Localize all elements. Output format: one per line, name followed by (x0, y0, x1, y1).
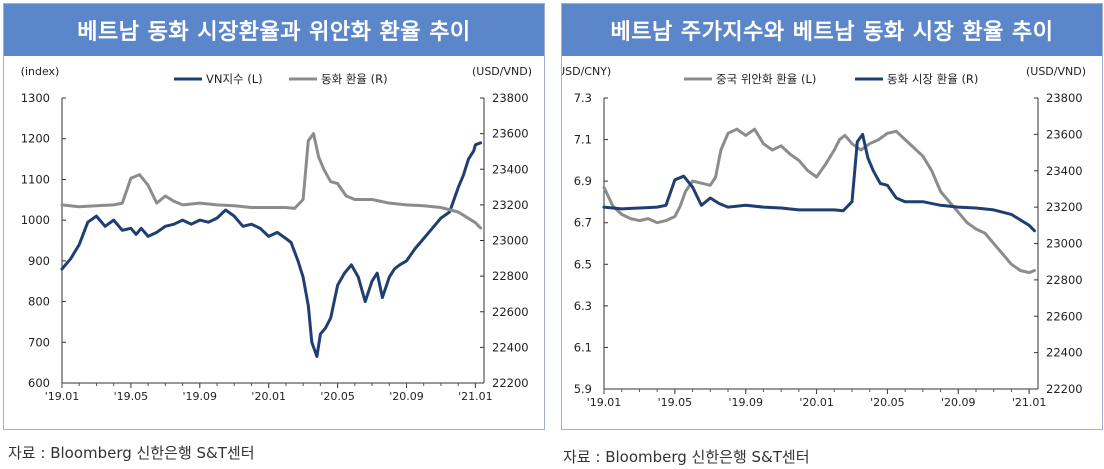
right-tick-label: 23200 (492, 198, 529, 212)
right-tick-label: 23600 (492, 127, 529, 141)
chart-left-svg: (index) (USD/VND) 600 700 800 900 1000 1100 1200… (21, 65, 532, 403)
source-note: 자료 : Bloomberg 신한은행 S&T센터 (563, 448, 810, 466)
right-tick-label: 23400 (1046, 164, 1083, 178)
series-line (60, 141, 483, 358)
left-tick-label: 6.7 (574, 216, 592, 230)
x-tick-label: '20.09 (941, 396, 976, 409)
x-tick-label: '19.01 (587, 396, 622, 409)
right-tick-label: 23200 (1046, 200, 1083, 214)
right-tick-label: 23000 (1046, 237, 1083, 251)
left-tick-label: 1100 (21, 172, 50, 186)
chart-panel-left: 베트남 동화 시장환율과 위안화 환율 추이 (index) (USD/VND) 6… (3, 3, 545, 430)
legend-label: 동화 시장 환율 (R) (887, 72, 978, 86)
chart-right-svg: (USD/CNY) (USD/VND) 5.9 6.1 6.3 6.5 6.7 6.9 7.1 7… (562, 65, 1086, 409)
left-tick-label: 600 (28, 376, 50, 390)
x-tick-label: '21.01 (458, 390, 493, 403)
x-tick-label: '19.09 (728, 396, 763, 409)
x-tick-label: '20.01 (799, 396, 834, 409)
right-axis-label: (USD/VND) (472, 65, 532, 78)
left-axis-label: (USD/CNY) (562, 65, 611, 78)
right-tick-label: 22400 (1046, 346, 1083, 360)
x-tick-label: '21.01 (1012, 396, 1047, 409)
left-tick-label: 6.5 (574, 257, 592, 271)
left-tick-label: 7.1 (574, 133, 592, 147)
x-tick-label: '20.05 (870, 396, 905, 409)
source-note: 자료 : Bloomberg 신한은행 S&T센터 (8, 444, 255, 462)
right-axis-label: (USD/VND) (1026, 65, 1086, 78)
left-tick-label: 6.1 (574, 340, 592, 354)
right-tick-label: 23400 (492, 162, 529, 176)
right-tick-label: 22200 (1046, 382, 1083, 396)
legend-label: 동화 환율 (R) (321, 72, 388, 86)
series-line (602, 127, 1036, 275)
right-tick-label: 22800 (492, 269, 529, 283)
left-tick-label: 6.9 (574, 174, 592, 188)
x-tick-label: '19.01 (45, 390, 80, 403)
chart-panel-right: 베트남 주가지수와 베트남 동화 시장 환율 추이 (USD/CNY)(USD/… (561, 3, 1103, 430)
right-tick-label: 22800 (1046, 273, 1083, 287)
right-tick-label: 22200 (492, 376, 529, 390)
x-tick-label: '19.09 (183, 390, 218, 403)
right-tick-label: 23600 (1046, 127, 1083, 141)
left-tick-label: 900 (28, 254, 50, 268)
series-line (60, 132, 483, 230)
left-tick-label: 800 (28, 295, 50, 309)
left-tick-label: 1200 (21, 132, 50, 146)
chart-title: 베트남 주가지수와 베트남 동화 시장 환율 추이 (562, 4, 1102, 56)
right-tick-label: 23800 (492, 91, 529, 105)
right-tick-label: 23800 (1046, 91, 1083, 105)
legend-label: 중국 위안화 환율 (L) (716, 72, 816, 86)
series-line (602, 132, 1036, 233)
right-tick-label: 22400 (492, 340, 529, 354)
left-tick-label: 1300 (21, 91, 50, 105)
chart-title: 베트남 동화 시장환율과 위안화 환율 추이 (4, 4, 544, 56)
left-tick-label: 1000 (21, 213, 50, 227)
x-tick-label: '20.09 (389, 390, 424, 403)
x-tick-label: '20.01 (251, 390, 286, 403)
right-tick-label: 23000 (492, 234, 529, 248)
left-axis-label: (index) (21, 65, 60, 78)
right-tick-label: 22600 (1046, 309, 1083, 323)
left-tick-label: 6.3 (574, 299, 592, 313)
legend-label: VN지수 (L) (206, 72, 263, 86)
x-tick-label: '20.05 (320, 390, 355, 403)
x-tick-label: '19.05 (114, 390, 149, 403)
x-tick-label: '19.05 (658, 396, 693, 409)
left-tick-label: 7.3 (574, 91, 592, 105)
right-tick-label: 22600 (492, 305, 529, 319)
left-tick-label: 700 (28, 335, 50, 349)
left-tick-label: 5.9 (574, 382, 592, 396)
